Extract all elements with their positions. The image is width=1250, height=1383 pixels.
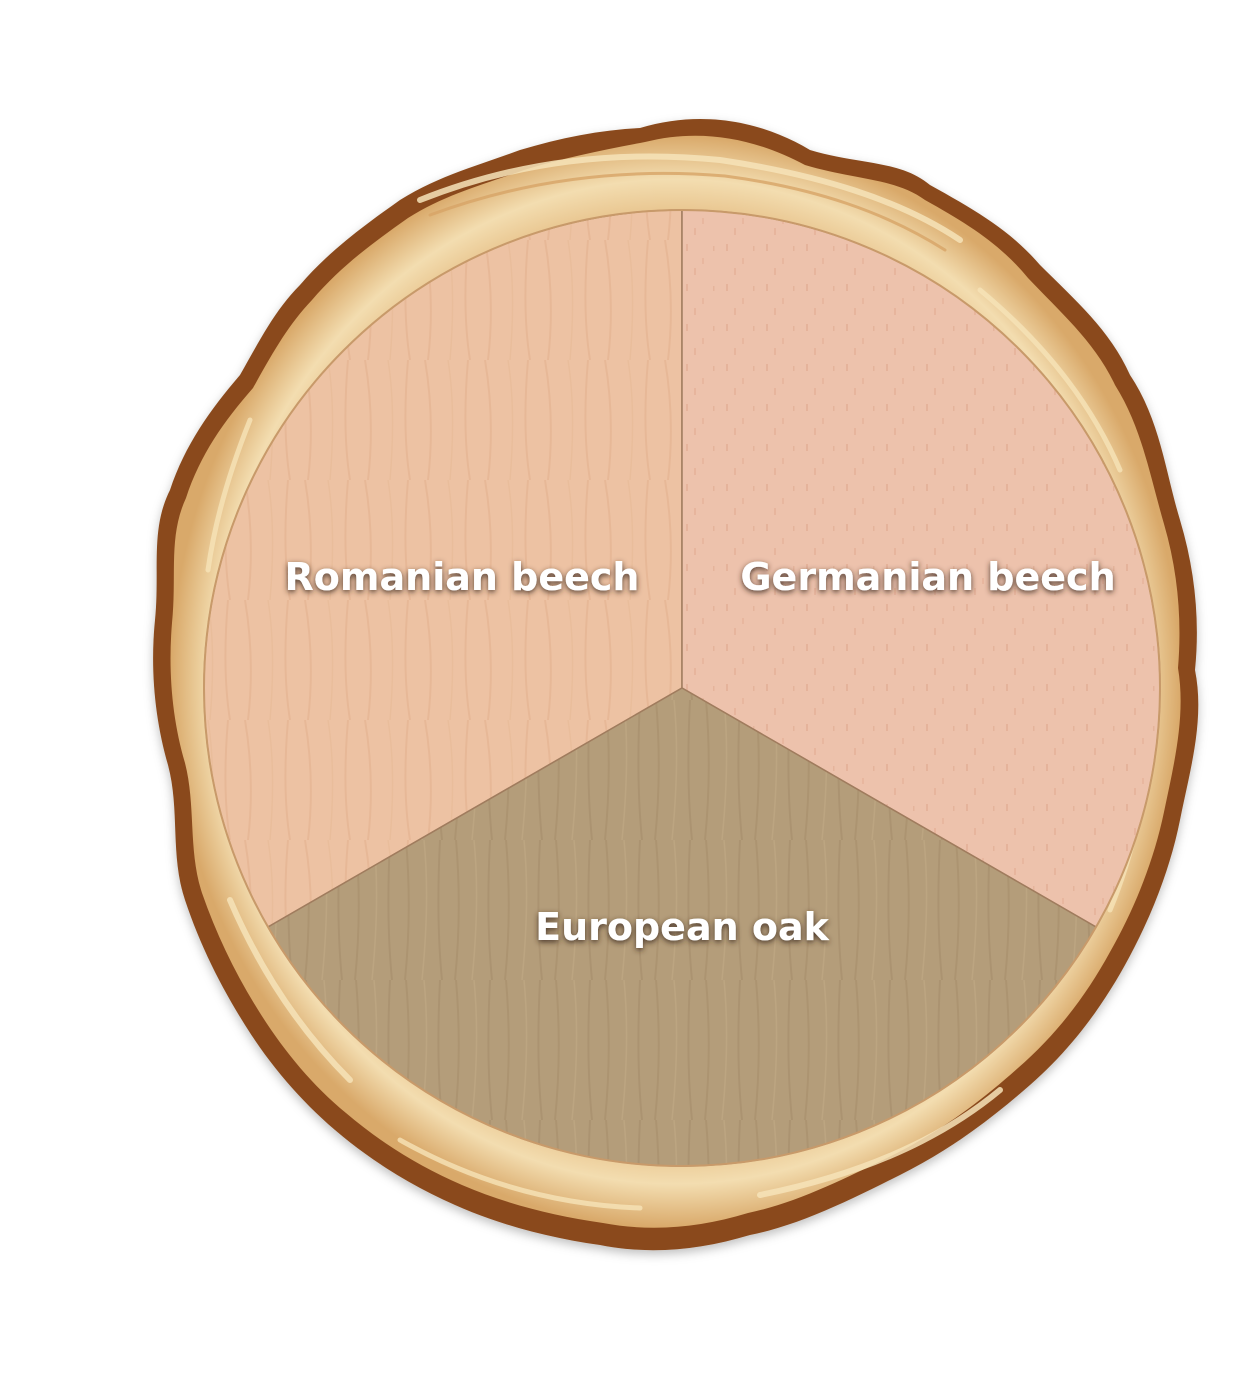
wood-segments [203,209,1161,1167]
growth-rings [205,153,1153,1211]
label-romanian-beech: Romanian beech [285,555,640,599]
label-european-oak: European oak [535,905,830,949]
label-germanian-beech: Germanian beech [740,555,1115,599]
segments-rim [203,209,1161,1167]
